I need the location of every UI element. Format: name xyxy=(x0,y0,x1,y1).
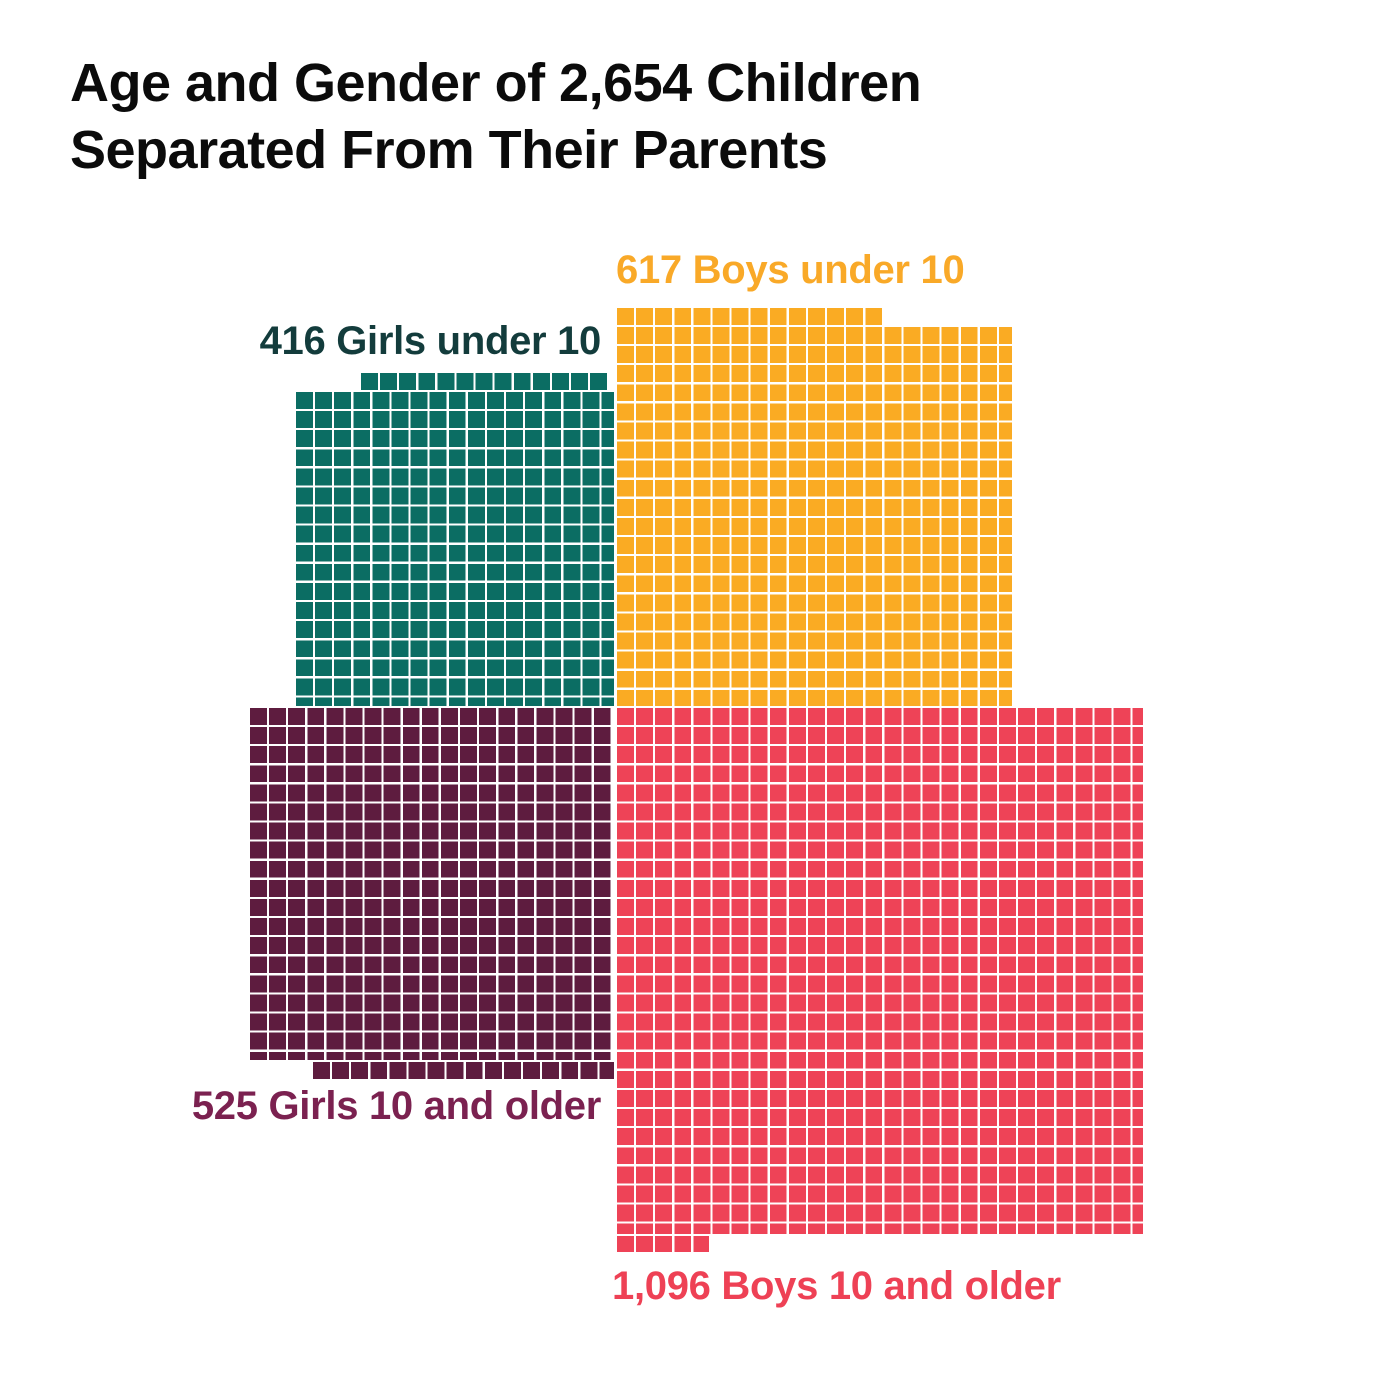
waffle-girls-under-10-top-row xyxy=(361,373,609,390)
waffle-girls-10-older xyxy=(250,708,613,1060)
chart-title: Age and Gender of 2,654 Children Separat… xyxy=(70,50,922,184)
waffle-boys-under-10-top-row xyxy=(617,308,882,325)
waffle-boys-10-older xyxy=(617,708,1143,1234)
waffle-boys-10-older-bottom-row xyxy=(617,1236,709,1252)
waffle-girls-under-10 xyxy=(296,392,614,706)
waffle-boys-under-10 xyxy=(617,327,1012,706)
label-boys-under-10: 617 Boys under 10 xyxy=(616,248,965,292)
label-boys-10-older: 1,096 Boys 10 and older xyxy=(612,1264,1061,1308)
chart-title-line1: Age and Gender of 2,654 Children xyxy=(70,53,922,113)
chart-title-line2: Separated From Their Parents xyxy=(70,120,828,180)
label-girls-10-older: 525 Girls 10 and older xyxy=(191,1084,601,1128)
label-girls-under-10: 416 Girls under 10 xyxy=(259,319,602,363)
waffle-girls-10-older-bottom-row xyxy=(313,1062,614,1079)
